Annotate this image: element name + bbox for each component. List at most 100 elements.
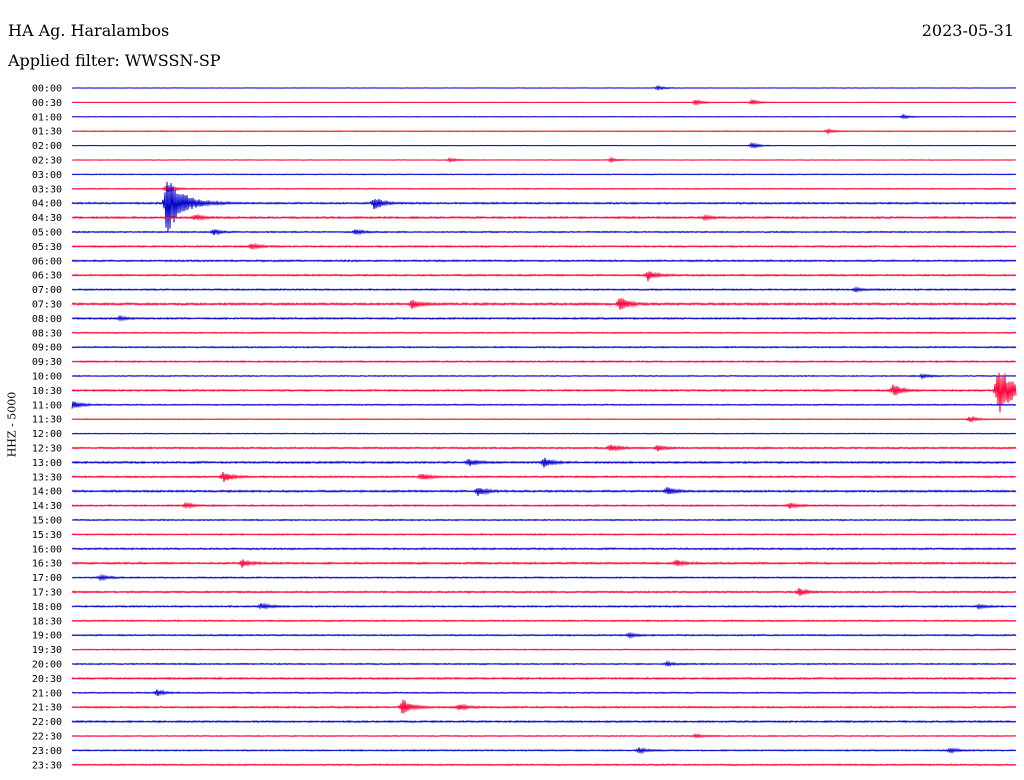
trace-line	[71, 559, 1017, 568]
trace-line	[71, 286, 1017, 293]
time-tick-label: 00:30	[32, 98, 62, 109]
trace-line	[71, 415, 1017, 424]
time-tick-label: 12:30	[32, 444, 62, 455]
trace-line	[71, 501, 1017, 510]
time-tick-label: 02:00	[32, 141, 62, 152]
time-tick-label: 22:30	[32, 732, 62, 743]
time-tick-label: 04:30	[32, 213, 62, 224]
trace-line	[71, 113, 1017, 120]
trace-line	[71, 457, 1017, 468]
trace-line	[71, 259, 1017, 263]
time-tick-label: 18:30	[32, 616, 62, 627]
trace-line	[71, 228, 1017, 236]
time-tick-label: 08:00	[32, 314, 62, 325]
trace-line	[71, 173, 1017, 176]
trace-line	[71, 533, 1017, 536]
trace-line	[71, 156, 1017, 164]
trace-line	[71, 747, 1017, 755]
date-label: 2023-05-31	[921, 21, 1014, 40]
trace-line	[71, 648, 1017, 651]
time-tick-label: 03:30	[32, 184, 62, 195]
time-tick-label: 19:30	[32, 645, 62, 656]
time-tick-label: 22:00	[32, 717, 62, 728]
trace-line	[71, 432, 1017, 435]
trace-line	[71, 401, 1017, 409]
trace-line	[71, 213, 1017, 222]
time-tick-label: 16:30	[32, 559, 62, 570]
trace-line	[71, 719, 1017, 724]
time-tick-label: 16:00	[32, 544, 62, 555]
trace-line	[71, 676, 1017, 681]
time-tick-label: 09:00	[32, 343, 62, 354]
time-tick-label: 10:30	[32, 386, 62, 397]
time-tick-label: 09:30	[32, 357, 62, 368]
time-tick-label: 23:30	[32, 760, 62, 771]
time-tick-label: 06:30	[32, 271, 62, 282]
trace-line	[71, 345, 1017, 349]
time-tick-label: 04:00	[32, 199, 62, 210]
trace-line	[71, 444, 1017, 452]
trace-line	[71, 84, 1017, 92]
time-tick-label: 13:30	[32, 472, 62, 483]
trace-line	[71, 360, 1017, 364]
time-tick-label: 02:30	[32, 156, 62, 167]
time-tick-label: 05:30	[32, 242, 62, 253]
trace-line	[71, 298, 1017, 310]
trace-line	[71, 487, 1017, 496]
time-tick-label: 01:00	[32, 112, 62, 123]
trace-line	[71, 699, 1017, 714]
time-tick-label: 21:30	[32, 703, 62, 714]
time-tick-label: 19:00	[32, 631, 62, 642]
trace-line	[71, 763, 1017, 767]
time-tick-label: 14:30	[32, 501, 62, 512]
time-tick-label: 03:00	[32, 170, 62, 181]
time-tick-label: 05:00	[32, 228, 62, 239]
time-tick-label: 08:30	[32, 328, 62, 339]
time-tick-label: 10:00	[32, 372, 62, 383]
trace-line	[71, 659, 1017, 667]
trace-line	[71, 242, 1017, 251]
trace-line	[71, 573, 1017, 582]
trace-line	[71, 98, 1017, 106]
station-title: HA Ag. Haralambos	[8, 21, 170, 40]
time-tick-label: 15:00	[32, 516, 62, 527]
trace-line	[71, 127, 1017, 136]
trace-line	[71, 602, 1017, 611]
trace-line	[71, 373, 1017, 380]
time-tick-label: 01:30	[32, 127, 62, 138]
time-tick-label: 17:00	[32, 573, 62, 584]
filter-label: Applied filter: WWSSN-SP	[8, 51, 221, 70]
trace-line	[71, 547, 1017, 551]
trace-line	[71, 271, 1017, 282]
trace-line	[71, 331, 1017, 335]
trace-line	[71, 619, 1017, 623]
time-tick-label: 11:00	[32, 400, 62, 411]
time-tick-label: 12:00	[32, 429, 62, 440]
trace-line	[71, 631, 1017, 640]
trace-line	[71, 184, 1017, 193]
time-tick-label: 15:30	[32, 530, 62, 541]
time-tick-label: 07:00	[32, 285, 62, 296]
time-tick-label: 13:00	[32, 458, 62, 469]
trace-line	[71, 689, 1017, 697]
trace-line	[71, 314, 1017, 322]
time-tick-label: 06:00	[32, 256, 62, 267]
time-tick-label: 23:00	[32, 746, 62, 757]
trace-line	[71, 732, 1017, 739]
time-tick-label: 18:00	[32, 602, 62, 613]
trace-line	[71, 372, 1017, 413]
time-tick-label: 07:30	[32, 300, 62, 311]
time-tick-label: 21:00	[32, 688, 62, 699]
time-tick-label: 20:30	[32, 674, 62, 685]
time-tick-label: 17:30	[32, 588, 62, 599]
trace-line	[71, 472, 1017, 482]
time-tick-label: 11:30	[32, 415, 62, 426]
trace-line	[71, 181, 1017, 232]
trace-line	[71, 518, 1017, 522]
trace-line	[71, 588, 1017, 596]
time-tick-label: 00:00	[32, 84, 62, 95]
time-tick-label: 14:00	[32, 487, 62, 498]
trace-line	[71, 141, 1017, 149]
time-tick-label: 20:00	[32, 660, 62, 671]
